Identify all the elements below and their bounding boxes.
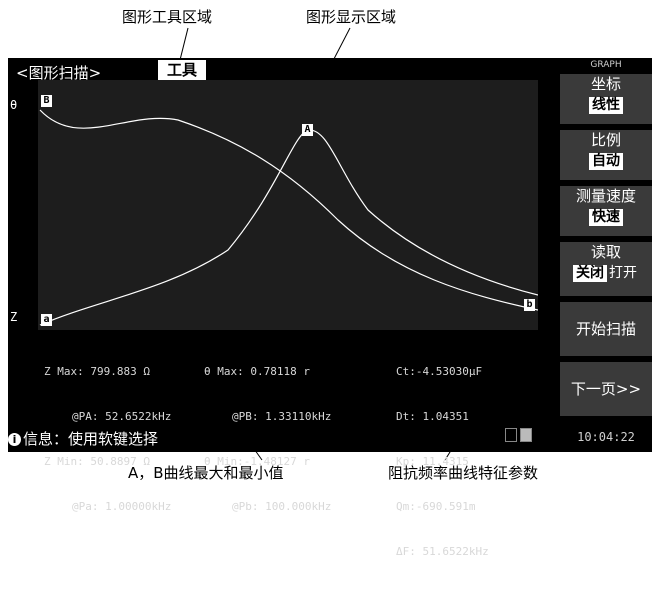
stat-theta-min: θ Min:-1.48127 r	[204, 455, 310, 468]
theta-axis-label: θ	[10, 98, 18, 112]
battery-icon-filled	[520, 428, 532, 442]
softkey-speed[interactable]: 测量速度 快速	[560, 186, 652, 236]
status-bar: i 信息：使用软键选择	[8, 428, 158, 449]
stat-ct: Ct:-4.53030μF	[396, 365, 483, 378]
curve-b	[39, 109, 539, 311]
stats-params-column: Ct:-4.53030μF Dt: 1.04351 Kp: 11.4315 Qm…	[396, 334, 489, 589]
softkey-next-page-label: 下一页>>	[570, 380, 642, 398]
softkey-coordinate-value: 线性	[589, 97, 623, 114]
battery-icon	[505, 428, 517, 442]
annotation-tool-area: 图形工具区域	[122, 8, 213, 26]
softkey-header: GRAPH	[590, 60, 622, 70]
softkey-read[interactable]: 读取 关闭 打开	[560, 242, 652, 296]
softkey-scale-value: 自动	[589, 153, 623, 170]
stat-qm: Qm:-690.591m	[396, 500, 476, 513]
softkey-start-scan-label: 开始扫描	[575, 320, 636, 338]
softkey-coordinate[interactable]: 坐标 线性	[560, 74, 652, 124]
stat-kp: Kp: 11.4315	[396, 455, 469, 468]
softkey-scale-label: 比例	[590, 131, 621, 149]
softkey-speed-value: 快速	[589, 209, 623, 226]
instrument-screen: <图形扫描> 工具 θ Z B A a b Z Max: 799.883 Ω @…	[8, 58, 652, 558]
stat-pb-max: @PB: 1.33110kHz	[232, 410, 332, 423]
softkey-read-on: 打开	[609, 265, 637, 281]
status-message: 信息：使用软键选择	[23, 430, 159, 448]
stat-pa-min: @Pa: 1.00000kHz	[72, 500, 172, 513]
clock: 10:04:22	[577, 430, 635, 444]
softkey-read-off: 关闭	[573, 265, 607, 282]
marker-a-peak: A	[302, 124, 313, 136]
graph-display-area: B A a b	[38, 80, 539, 330]
z-axis-label: Z	[10, 310, 18, 324]
marker-b-start: B	[41, 95, 52, 107]
tool-button[interactable]: 工具	[158, 60, 206, 80]
softkey-scale[interactable]: 比例 自动	[560, 130, 652, 180]
stat-z-max: Z Max: 799.883 Ω	[44, 365, 150, 378]
annotation-display-area: 图形显示区域	[306, 8, 397, 26]
stat-theta-max: θ Max: 0.78118 r	[204, 365, 310, 378]
softkey-coordinate-label: 坐标	[590, 75, 621, 93]
softkey-read-label: 读取	[590, 243, 621, 261]
stat-pb-min: @Pb: 100.000kHz	[232, 500, 332, 513]
marker-b-end: b	[524, 299, 535, 311]
stat-z-min: Z Min: 50.8897 Ω	[44, 455, 150, 468]
softkey-speed-label: 测量速度	[575, 187, 636, 205]
curve-a	[39, 129, 539, 326]
stats-theta-column: θ Max: 0.78118 r @PB: 1.33110kHz θ Min:-…	[204, 334, 331, 544]
marker-a-start: a	[41, 314, 52, 326]
stat-dt: Dt: 1.04351	[396, 410, 469, 423]
sweep-curves	[39, 109, 539, 326]
softkey-next-page[interactable]: 下一页>>	[560, 362, 652, 416]
info-icon: i	[8, 433, 21, 446]
stat-delta-f: ΔF: 51.6522kHz	[396, 545, 489, 558]
annotation-ab-curves: A，B曲线最大和最小值	[128, 464, 284, 482]
stat-pa-max: @PA: 52.6522kHz	[72, 410, 172, 423]
annotation-impedance-params: 阻抗频率曲线特征参数	[388, 464, 539, 482]
softkey-panel: GRAPH 坐标 线性 比例 自动 测量速度 快速 读取 关闭 打开 开始扫描 下…	[556, 58, 652, 452]
screen-title: <图形扫描>	[16, 64, 102, 82]
softkey-start-scan[interactable]: 开始扫描	[560, 302, 652, 356]
